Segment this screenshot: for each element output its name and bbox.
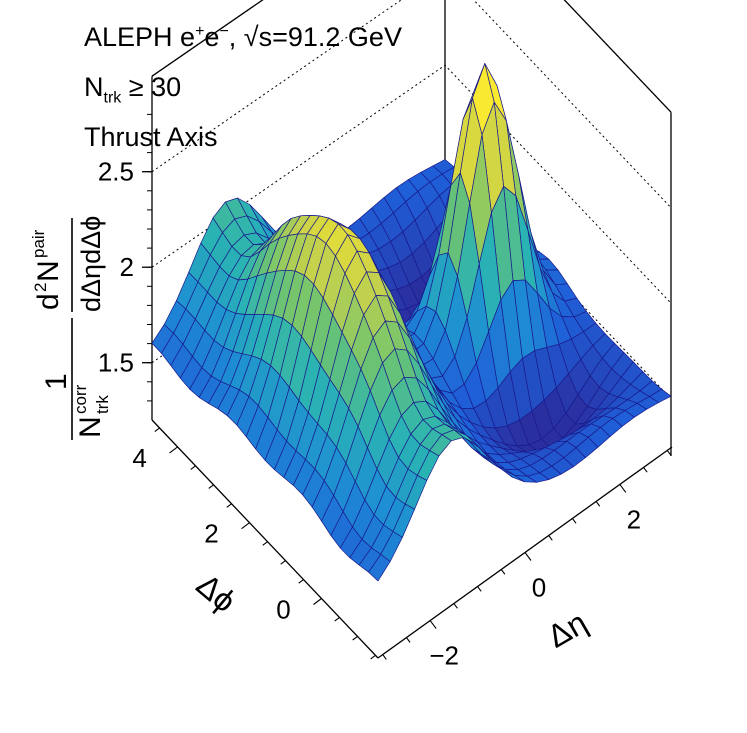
x-tick-label: 0 [532,573,546,603]
z-title-d2: d [32,293,65,310]
y-tick [169,446,178,454]
y-tick-label: 2 [204,519,218,549]
y-tick [313,598,322,605]
box-edge [563,0,672,113]
front-axes: −2 0 2 0 2 4 [132,419,673,671]
x-tick-label: −2 [429,641,459,671]
z-title-pair: pair [29,229,48,258]
y-tick [262,541,268,546]
z-title-one: 1 [40,373,73,390]
x-tick [571,518,577,524]
y-tick [370,654,376,660]
x-tick [406,637,411,643]
x-tick [619,484,627,493]
y-tick [208,484,214,489]
z-title-n: N [32,260,65,282]
box-edge [151,0,264,77]
y-tick [334,617,340,622]
x-tick [500,569,506,575]
x-tick-label: 2 [627,504,641,534]
x-tick [382,654,387,660]
x-tick [453,603,458,609]
x-tick [595,501,601,507]
experiment-label: ALEPH e+e−, √s=91.2 GeV [84,22,402,52]
y-tick [241,522,250,530]
y-axis-line [151,419,379,659]
y-tick [190,465,196,470]
y-tick [280,560,286,565]
x-axis-title: Δη [541,604,593,655]
z-title-deriv-den: dΔηdΔϕ [76,216,106,312]
z-title-ncorr: N [74,416,107,438]
x-tick [524,552,532,561]
y-tick [352,635,358,641]
ntrk-cut-label: Ntrk ≥ 30 [84,72,182,107]
z-axis-title: 1 N corr trk d 2 N pair dΔηdΔϕ [29,216,112,440]
y-tick-label: 4 [132,443,146,473]
z-title-ncorr-sup: corr [71,384,90,414]
z-tick-label: 2 [120,252,134,282]
x-tick [666,450,672,456]
y-tick [298,579,304,584]
z-title-ncorr-sub: trk [93,395,112,414]
surface-cell [368,554,391,582]
y-tick [226,503,232,508]
z-title-d2-sup: 2 [31,283,50,292]
y-tick-label: 0 [276,595,290,625]
x-tick [548,535,553,541]
y-axis-title: Δϕ [190,567,243,620]
x-tick [477,586,482,592]
z-tick-label: 2.5 [98,157,134,187]
surface-mesh [151,63,672,582]
z-tick-label: 1.5 [98,348,134,378]
x-tick [643,467,648,473]
x-tick [429,620,437,629]
axis-type-label: Thrust Axis [84,122,218,152]
y-tick [154,427,160,432]
grid-line [151,64,672,304]
grid-line [151,0,672,113]
